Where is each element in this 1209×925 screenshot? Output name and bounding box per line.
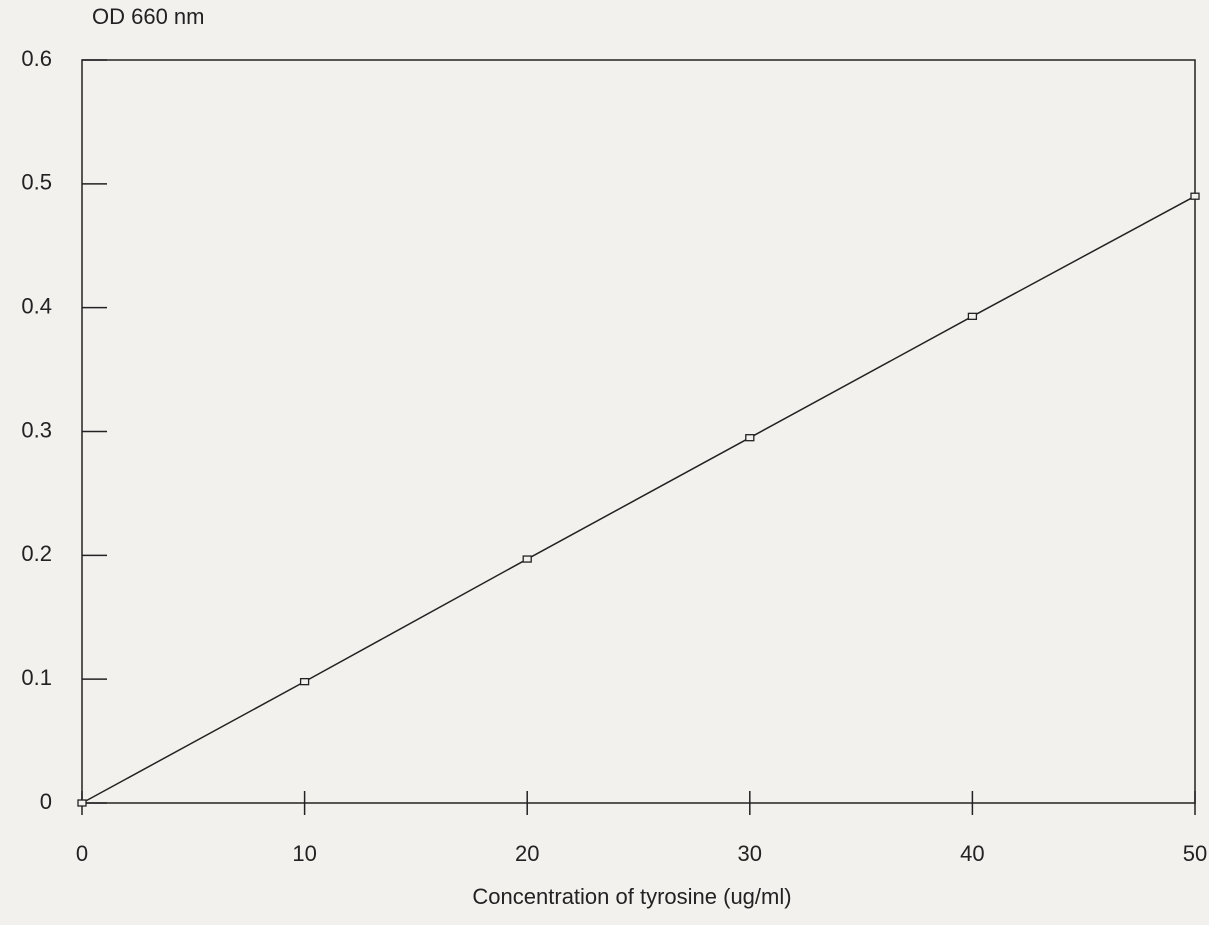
y-tick-label: 0.2 (21, 541, 52, 566)
x-axis-label: Concentration of tyrosine (ug/ml) (472, 884, 791, 909)
data-point (78, 800, 86, 806)
y-axis-label: OD 660 nm (92, 4, 205, 29)
y-tick-label: 0.3 (21, 417, 52, 442)
x-tick-label: 0 (76, 841, 88, 866)
data-point (746, 435, 754, 441)
data-point (301, 679, 309, 685)
page: OD 660 nm Concentration of tyrosine (ug/… (0, 0, 1209, 925)
x-tick-label: 50 (1183, 841, 1207, 866)
y-tick-label: 0.1 (21, 665, 52, 690)
data-point (968, 313, 976, 319)
background (0, 0, 1209, 925)
data-point (1191, 193, 1199, 199)
x-tick-label: 10 (292, 841, 316, 866)
y-tick-label: 0 (40, 789, 52, 814)
y-tick-label: 0.6 (21, 46, 52, 71)
data-point (523, 556, 531, 562)
x-tick-label: 40 (960, 841, 984, 866)
y-tick-label: 0.5 (21, 170, 52, 195)
y-tick-label: 0.4 (21, 293, 52, 318)
chart: OD 660 nm Concentration of tyrosine (ug/… (0, 0, 1209, 925)
x-tick-label: 20 (515, 841, 539, 866)
x-tick-label: 30 (738, 841, 762, 866)
